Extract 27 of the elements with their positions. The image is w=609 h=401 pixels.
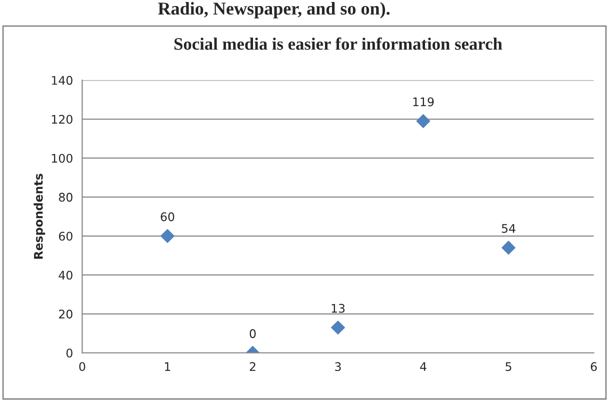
data-label: 60 [160,212,174,222]
data-label: 119 [413,97,434,106]
x-tick-label: 5 [506,362,512,372]
y-tick-label: 140 [52,76,72,85]
point [416,114,430,128]
y-tick-label: 40 [58,270,72,280]
x-tick-label: 6 [590,362,597,372]
point [160,229,174,243]
data-label: 13 [332,304,345,313]
x-tick-label: 0 [79,362,86,372]
y-tick-label: 0 [66,348,72,358]
y-tick-label: 120 [52,114,72,124]
x-tick-label: 2 [250,362,256,371]
y-axis-title: Respondents [34,174,46,259]
text: Radio, Newspaper, and so on). [158,2,390,18]
x-tick-label: 4 [420,362,426,371]
y-tick-label: 60 [58,232,72,241]
point [502,240,516,255]
y-tick-label: 100 [52,154,72,163]
y-tick-label: 80 [58,192,72,202]
point [331,320,345,335]
data-label: 54 [502,224,516,233]
chart-title: Social media is easier for information search [174,37,502,50]
x-tick-label: 1 [165,362,170,371]
data-label: 0 [250,329,256,338]
y-tick-label: 20 [59,310,72,319]
x-tick-label: 3 [335,362,341,372]
